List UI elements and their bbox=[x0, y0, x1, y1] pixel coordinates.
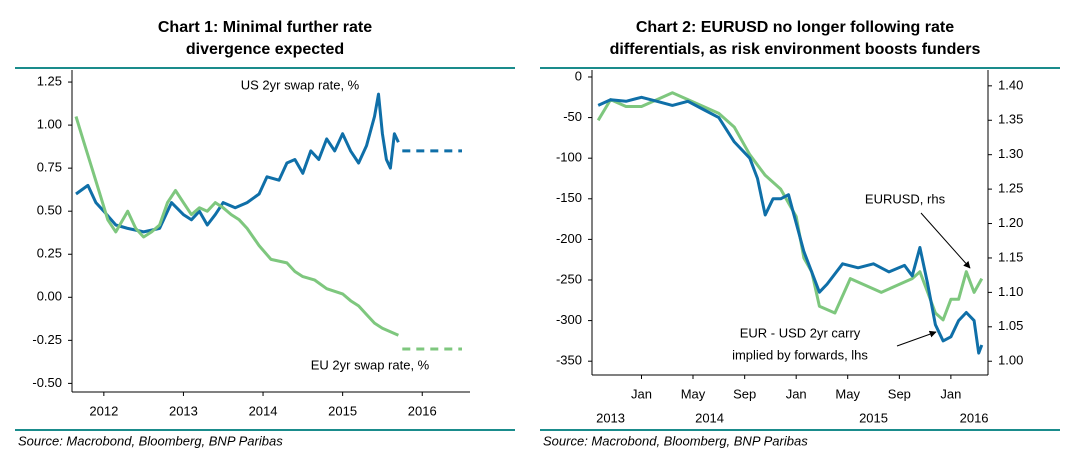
y-tick-label: 1.25 bbox=[37, 73, 62, 88]
y2-tick-label: 1.10 bbox=[998, 284, 1023, 299]
annotation: EU 2yr swap rate, % bbox=[311, 357, 430, 372]
y-tick-label: -100 bbox=[556, 150, 582, 165]
source: Source: Macrobond, Bloomberg, BNP Pariba… bbox=[18, 433, 283, 448]
y-tick-label: 1.00 bbox=[37, 117, 62, 132]
series-line bbox=[75, 92, 400, 234]
annotation: EURUSD, rhs bbox=[865, 191, 946, 206]
y-tick-label: 0.00 bbox=[37, 289, 62, 304]
chart-title: divergence expected bbox=[186, 41, 344, 58]
y-tick-label: -250 bbox=[556, 271, 582, 286]
x-tick-label: 2014 bbox=[249, 403, 278, 418]
y-tick-label: -300 bbox=[556, 312, 582, 327]
year-label: 2016 bbox=[960, 410, 989, 425]
x-tick-label: Jan bbox=[940, 386, 961, 401]
year-label: 2015 bbox=[859, 410, 888, 425]
chart-title: Chart 1: Minimal further rate bbox=[158, 19, 372, 36]
x-tick-label: May bbox=[835, 386, 860, 401]
y-tick-label: 0.75 bbox=[37, 160, 62, 175]
y-tick-label: 0 bbox=[575, 68, 582, 83]
x-tick-label: 2012 bbox=[89, 403, 118, 418]
series-line bbox=[596, 91, 984, 322]
annotation: implied by forwards, lhs bbox=[732, 347, 868, 362]
chart-title: Chart 2: EURUSD no longer following rate bbox=[636, 19, 954, 36]
y2-tick-label: 1.20 bbox=[998, 215, 1023, 230]
x-tick-label: 2016 bbox=[408, 403, 437, 418]
year-label: 2014 bbox=[695, 410, 724, 425]
chart-title: differentials, as risk environment boost… bbox=[610, 41, 981, 58]
source: Source: Macrobond, Bloomberg, BNP Pariba… bbox=[543, 433, 808, 448]
y2-tick-label: 1.35 bbox=[998, 112, 1023, 127]
y-tick-label: 0.50 bbox=[37, 203, 62, 218]
y-tick-label: -0.25 bbox=[32, 332, 62, 347]
y-tick-label: -350 bbox=[556, 353, 582, 368]
y2-tick-label: 1.15 bbox=[998, 249, 1023, 264]
year-label: 2013 bbox=[596, 410, 625, 425]
y-tick-label: 0.25 bbox=[37, 246, 62, 261]
y2-tick-label: 1.30 bbox=[998, 146, 1023, 161]
y2-tick-label: 1.00 bbox=[998, 353, 1023, 368]
y2-tick-label: 1.05 bbox=[998, 318, 1023, 333]
annotation: EUR - USD 2yr carry bbox=[740, 325, 861, 340]
y-tick-label: -50 bbox=[563, 109, 582, 124]
y2-tick-label: 1.40 bbox=[998, 77, 1023, 92]
series-line bbox=[74, 116, 400, 337]
y-tick-label: -150 bbox=[556, 190, 582, 205]
x-tick-label: Sep bbox=[888, 386, 911, 401]
y-tick-label: -200 bbox=[556, 231, 582, 246]
x-tick-label: Jan bbox=[631, 386, 652, 401]
x-tick-label: 2015 bbox=[328, 403, 357, 418]
annotation: US 2yr swap rate, % bbox=[241, 77, 360, 92]
y-tick-label: -0.50 bbox=[32, 375, 62, 390]
x-tick-label: May bbox=[681, 386, 706, 401]
x-tick-label: 2013 bbox=[169, 403, 198, 418]
x-tick-label: Jan bbox=[786, 386, 807, 401]
series-line bbox=[597, 95, 984, 355]
x-tick-label: Sep bbox=[733, 386, 756, 401]
arrow bbox=[896, 330, 937, 347]
arrow bbox=[920, 212, 971, 269]
y2-tick-label: 1.25 bbox=[998, 181, 1023, 196]
